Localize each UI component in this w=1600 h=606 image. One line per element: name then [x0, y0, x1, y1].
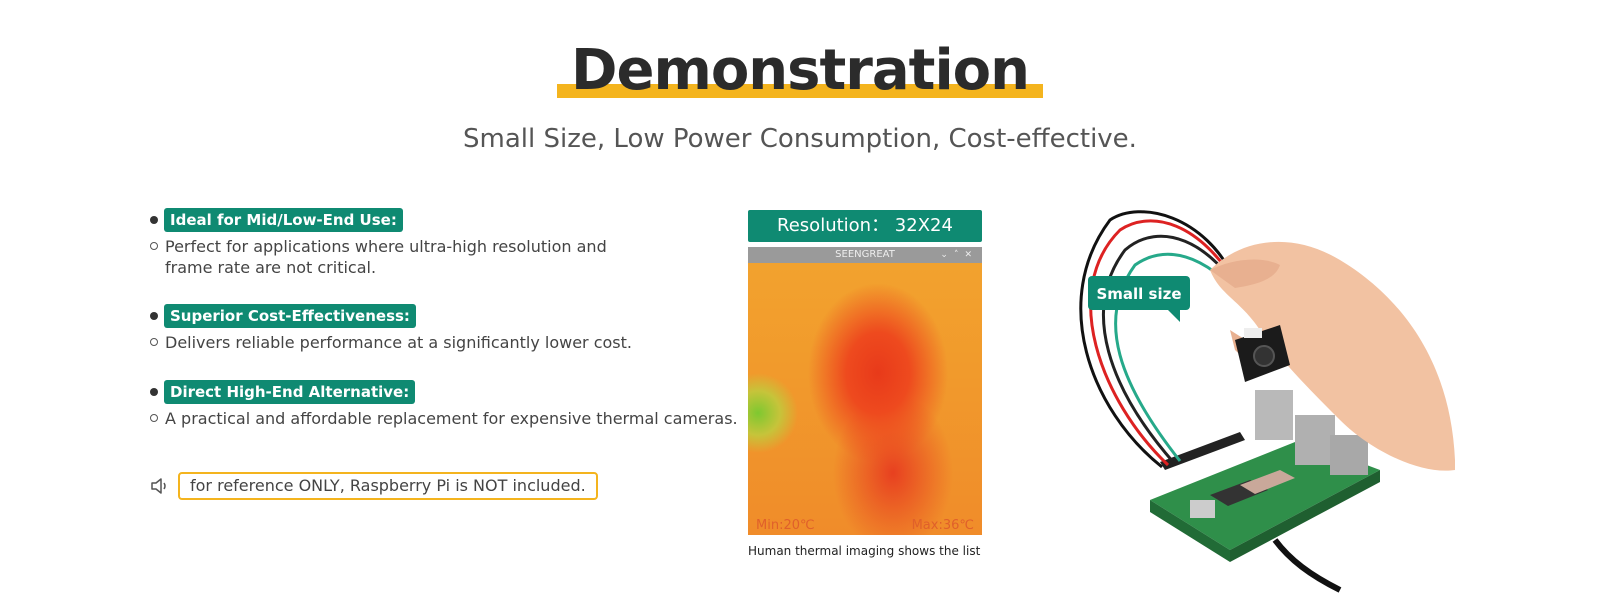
page-subtitle: Small Size, Low Power Consumption, Cost-…	[463, 124, 1137, 154]
sub-bullet-icon	[150, 338, 158, 346]
thermal-window: SEENGREAT ⌄˄✕ Min:20℃ Max:36℃	[748, 247, 982, 535]
maximize-icon[interactable]: ˄	[953, 250, 965, 260]
window-titlebar: SEENGREAT ⌄˄✕	[748, 247, 982, 263]
feature-desc-text: A practical and affordable replacement f…	[165, 409, 738, 428]
wires	[1079, 210, 1252, 469]
feature-item: Direct High-End Alternative: A practical…	[150, 380, 745, 429]
thermal-sensor-module	[1235, 325, 1290, 382]
bullet-icon	[150, 312, 158, 320]
product-photo: Small size	[1079, 210, 1455, 593]
bullet-icon	[150, 388, 158, 396]
minimize-icon[interactable]: ⌄	[940, 250, 954, 260]
speaker-icon	[151, 478, 166, 494]
page-title-text: Demonstration	[571, 38, 1030, 103]
small-size-label: Small size	[1096, 285, 1181, 303]
small-size-badge: Small size	[1088, 276, 1190, 322]
thermal-caption: Human thermal imaging shows the list	[748, 544, 981, 558]
sub-bullet-icon	[150, 414, 158, 422]
page-title: Demonstration	[557, 38, 1043, 104]
max-temp-label: Max:36℃	[911, 518, 974, 533]
feature-head: Superior Cost-Effectiveness:	[150, 304, 685, 328]
feature-item: Superior Cost-Effectiveness: Delivers re…	[150, 304, 685, 353]
feature-tag: Ideal for Mid/Low-End Use:	[164, 208, 403, 232]
min-temp-label: Min:20℃	[756, 518, 815, 533]
reference-notice: for reference ONLY, Raspberry Pi is NOT …	[150, 472, 598, 500]
sub-bullet-icon	[150, 242, 158, 250]
feature-desc: A practical and affordable replacement f…	[150, 408, 745, 429]
feature-desc-text: Perfect for applications where ultra-hig…	[165, 237, 607, 277]
close-icon[interactable]: ✕	[964, 250, 978, 260]
resolution-label: Resolution： 32X24	[748, 210, 982, 242]
feature-item: Ideal for Mid/Low-End Use: Perfect for a…	[150, 208, 615, 278]
title-wrap: Demonstration	[0, 38, 1600, 104]
thermal-image: Min:20℃ Max:36℃	[748, 263, 982, 535]
bullet-icon	[150, 216, 158, 224]
feature-desc-text: Delivers reliable performance at a signi…	[165, 333, 632, 352]
feature-tag: Direct High-End Alternative:	[164, 380, 416, 404]
window-title: SEENGREAT	[835, 249, 895, 260]
feature-desc: Delivers reliable performance at a signi…	[150, 332, 685, 353]
usb-cable	[1272, 538, 1342, 593]
feature-head: Direct High-End Alternative:	[150, 380, 745, 404]
feature-desc: Perfect for applications where ultra-hig…	[150, 236, 615, 278]
feature-head: Ideal for Mid/Low-End Use:	[150, 208, 615, 232]
title-highlight	[557, 84, 1043, 98]
raspberry-pi-board	[1150, 390, 1380, 562]
window-controls: ⌄˄✕	[940, 247, 978, 263]
feature-tag: Superior Cost-Effectiveness:	[164, 304, 416, 328]
notice-text: for reference ONLY, Raspberry Pi is NOT …	[178, 472, 598, 500]
